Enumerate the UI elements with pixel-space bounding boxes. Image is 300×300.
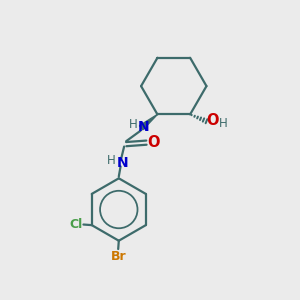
Text: N: N [138,120,149,134]
Text: N: N [117,156,128,170]
Text: Cl: Cl [70,218,83,231]
Text: H: H [107,154,116,167]
Text: Br: Br [110,250,126,263]
Polygon shape [140,114,158,130]
Text: O: O [147,135,160,150]
Text: H: H [219,116,228,130]
Text: O: O [206,113,219,128]
Text: H: H [128,118,137,131]
